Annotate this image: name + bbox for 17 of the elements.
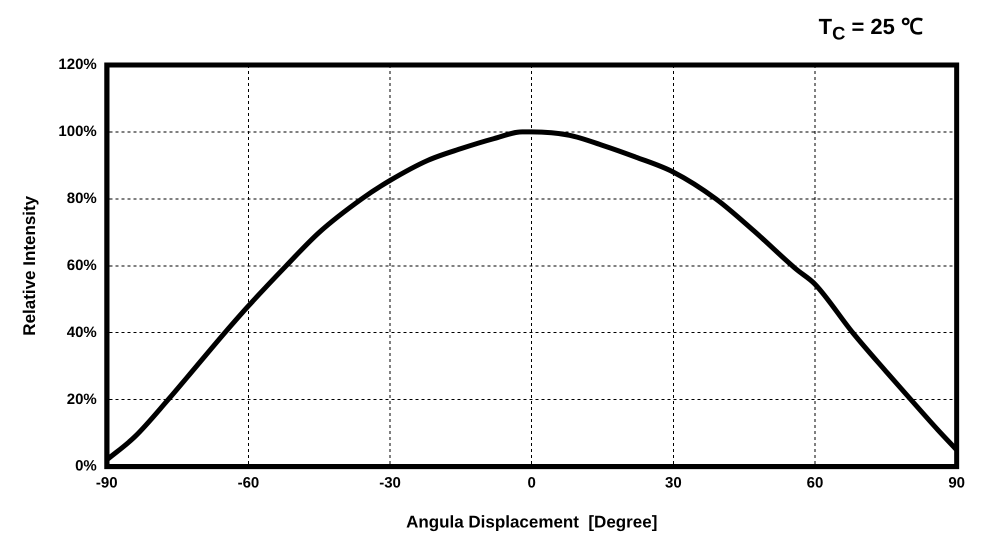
y-tick-label: 100% xyxy=(58,123,97,140)
x-tick-label: 30 xyxy=(665,474,682,492)
x-tick-label: -30 xyxy=(379,474,401,492)
x-axis-title: Angula Displacement [Degree] xyxy=(406,512,658,532)
x-tick-label: 0 xyxy=(528,474,536,492)
x-tick-label: 90 xyxy=(948,474,965,492)
y-tick-label: 80% xyxy=(66,190,97,208)
x-tick-label: -90 xyxy=(96,474,118,492)
y-tick-label: 120% xyxy=(58,56,97,74)
y-axis-title: Relative Intensity xyxy=(20,195,39,336)
text: T$_{C}$ = 25 ℃ xyxy=(818,14,923,44)
x-tick-label: -60 xyxy=(238,474,260,492)
y-tick-label: 40% xyxy=(66,324,97,341)
y-tick-label: 0% xyxy=(75,458,97,475)
y-tick-label: 20% xyxy=(66,390,97,408)
x-tick-label: 60 xyxy=(806,474,824,492)
y-tick-label: 60% xyxy=(66,256,97,274)
